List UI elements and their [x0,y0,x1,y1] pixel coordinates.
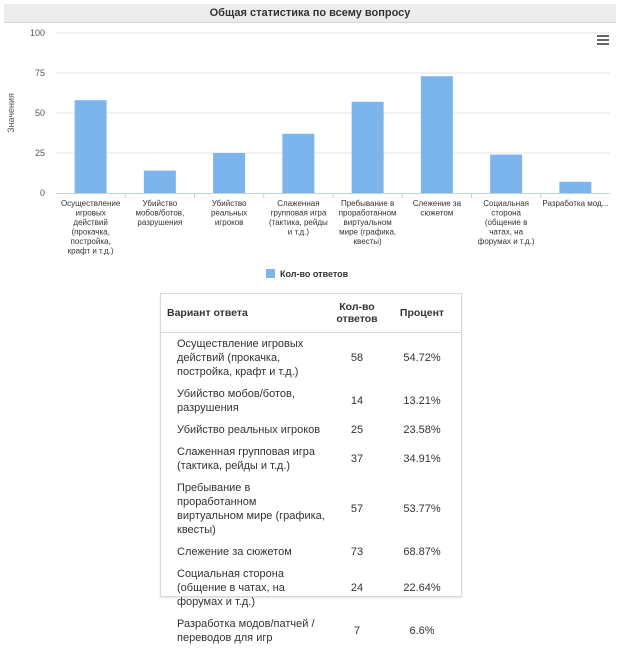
bar [420,76,453,193]
row-option: Разработка модов/патчей /переводов для и… [177,618,315,644]
bar-chart: 0 25 50 75 100 Значения Осуществление игровых де… [6,28,610,279]
row-option: Слежение за сюжетом [177,546,292,558]
row-percent: 6.6% [409,625,435,637]
y-axis-title: Значения [6,93,16,133]
row-count: 25 [350,424,364,436]
x-tick-label: Убийство мобов/ботов, разрушения [135,199,184,227]
row-option: Убийство мобов/ботов, разрушения [177,388,295,414]
table-header-row: Вариант ответа Кол-во ответов Процент [161,294,461,333]
row-count: 14 [350,395,364,407]
legend-label: Кол-во ответов [280,269,349,279]
row-percent: 34.91% [403,453,441,465]
bar [213,153,246,193]
row-option: Слаженная групповая игра (тактика, рейды… [177,446,316,472]
table-row: Убийство мобов/ботов, разрушения 14 13.2… [161,383,461,419]
hamburger-menu-icon[interactable] [597,35,609,46]
y-tick-label: 75 [35,68,45,78]
row-percent: 53.77% [403,503,441,515]
y-tick-label: 50 [35,108,45,118]
bar [559,181,592,193]
row-option: Осуществление игровых действий (прокачка… [177,338,304,378]
x-tick-label: Убийство реальных игроков [211,199,247,227]
row-count: 57 [350,503,364,515]
x-tick-label: Слежение за сюжетом [413,199,462,218]
bar [282,133,315,193]
chart-title-bar: Общая статистика по всему вопросу [4,4,616,23]
legend-swatch [266,269,275,278]
row-count: 58 [350,352,364,364]
bar [351,101,384,193]
header-option: Вариант ответа [161,294,331,333]
table-row: Слежение за сюжетом 73 68.87% [161,541,461,563]
x-tick-label: Разработка мод... [542,199,608,208]
table-row: Убийство реальных игроков 25 23.58% [161,419,461,441]
table-row: Разработка модов/патчей /переводов для и… [161,613,461,649]
row-count: 24 [350,582,364,594]
header-percent: Процент [383,294,461,333]
bar [490,154,523,193]
row-count: 73 [350,546,364,558]
row-count: 7 [353,625,361,637]
x-tick-label: Осуществление игровых действий (прокачка, по… [61,199,121,256]
y-tick-label: 100 [30,28,45,38]
y-tick-label: 25 [35,148,45,158]
row-percent: 22.64% [403,582,441,594]
row-percent: 54.72% [403,352,441,364]
table-row: Осуществление игровых действий (прокачка… [161,333,461,384]
table-row: Пребывание в проработанном виртуальном м… [161,477,461,541]
row-percent: 13.21% [403,395,441,407]
row-option: Социальная сторона (общение в чатах, на … [177,568,285,608]
row-option: Убийство реальных игроков [177,424,321,436]
chart-title: Общая статистика по всему вопросу [209,7,411,19]
x-tick-label: Пребывание в проработанном виртуальном мире… [339,199,397,246]
row-percent: 68.87% [403,546,441,558]
row-option: Пребывание в проработанном виртуальном м… [177,482,325,536]
table-row: Слаженная групповая игра (тактика, рейды… [161,441,461,477]
bar [74,100,107,193]
y-tick-label: 0 [40,188,45,198]
header-count: Кол-во ответов [331,294,383,333]
stats-table-container: Вариант ответа Кол-во ответов Процент Ос… [160,293,462,644]
row-count: 37 [350,453,364,465]
row-percent: 23.58% [403,424,441,436]
x-tick-label: Социальная сторона (общение в чатах, на фору… [478,199,535,246]
table-row: Социальная сторона (общение в чатах, на … [161,563,461,613]
stats-table: Вариант ответа Кол-во ответов Процент Ос… [161,294,461,649]
bar [143,170,176,193]
x-tick-label: Слаженная групповая игра (тактика, рейды и … [269,199,328,237]
